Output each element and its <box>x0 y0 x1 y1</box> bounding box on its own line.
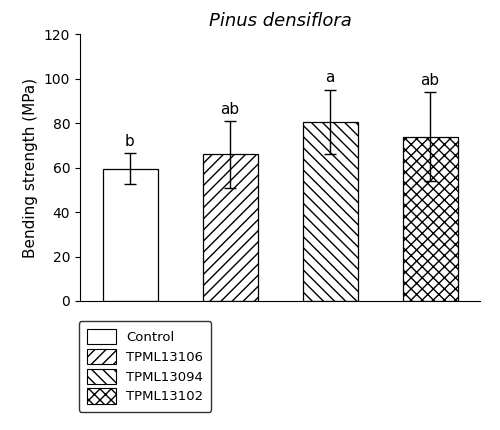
Bar <box>402 137 458 301</box>
Text: b: b <box>125 134 135 149</box>
Bar <box>302 122 358 301</box>
Y-axis label: Bending strength (MPa): Bending strength (MPa) <box>24 78 38 258</box>
Bar <box>202 154 258 301</box>
Text: a: a <box>326 71 334 86</box>
Legend: Control, TPML13106, TPML13094, TPML13102: Control, TPML13106, TPML13094, TPML13102 <box>78 321 211 412</box>
Bar <box>102 169 158 301</box>
Title: Pinus densiflora: Pinus densiflora <box>208 12 352 30</box>
Text: ab: ab <box>420 73 440 88</box>
Text: ab: ab <box>220 101 240 117</box>
